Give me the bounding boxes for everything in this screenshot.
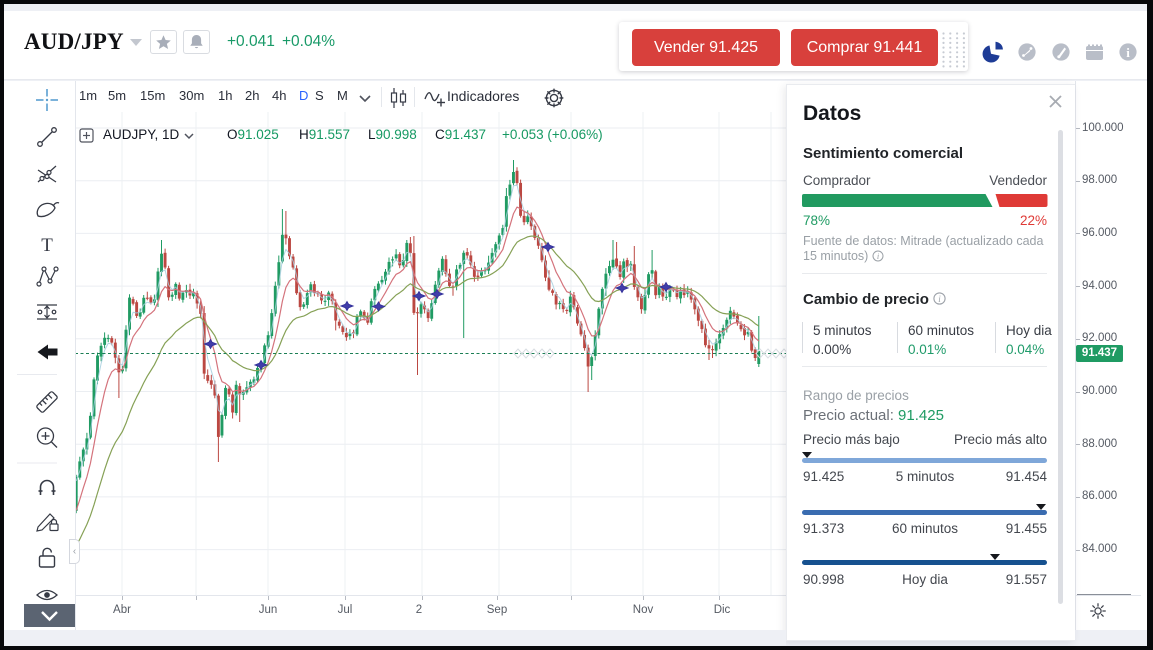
svg-text:T: T [41, 235, 53, 256]
svg-text:i: i [1126, 45, 1130, 60]
svg-text:i: i [938, 294, 941, 304]
svg-text:i: i [877, 251, 880, 261]
